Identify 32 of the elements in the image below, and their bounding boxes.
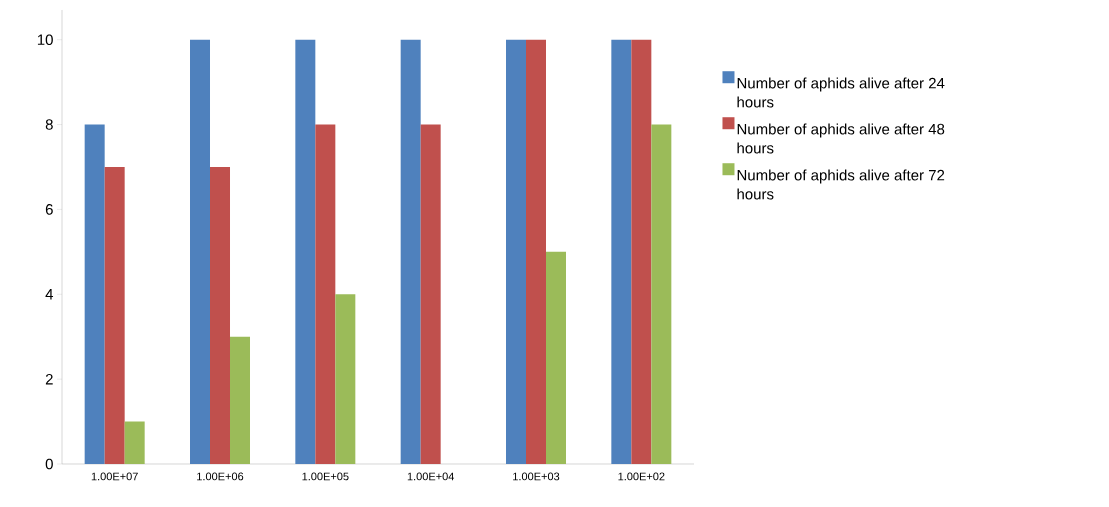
bar — [611, 39, 632, 464]
legend-label: Number of aphids alive after 48 hours — [737, 123, 945, 154]
bar — [631, 39, 652, 464]
bar — [84, 124, 105, 464]
bar — [526, 39, 546, 464]
x-tick-label: 1.00E+05 — [302, 472, 349, 481]
y-tick-label: 4 — [45, 289, 54, 300]
bar — [420, 124, 441, 464]
bar — [506, 39, 526, 464]
bar — [190, 39, 210, 464]
bar — [104, 166, 125, 464]
bar — [400, 39, 421, 464]
x-tick-label: 1.00E+06 — [197, 472, 244, 481]
y-tick-label: 0 — [45, 458, 53, 470]
y-tick-label: 8 — [45, 119, 53, 130]
bar — [295, 39, 316, 464]
y-tick-label: 6 — [45, 204, 53, 215]
bar — [546, 251, 566, 464]
legend-label: Number of aphids alive after 24 hours — [737, 77, 945, 108]
x-tick-label: 1.00E+07 — [91, 472, 138, 481]
bar — [335, 294, 356, 464]
x-tick-label: 1.00E+02 — [618, 472, 665, 481]
x-tick-label: 1.00E+04 — [407, 472, 455, 481]
bar — [124, 421, 145, 464]
y-tick-label: 10 — [37, 34, 53, 45]
x-tick-label: 1.00E+03 — [513, 472, 560, 481]
bar — [230, 336, 251, 464]
legend-label: Number of aphids alive after 72 hours — [737, 169, 945, 200]
bar — [210, 166, 230, 464]
bar — [315, 124, 336, 464]
bar — [651, 124, 672, 464]
y-tick-label: 2 — [45, 373, 53, 385]
